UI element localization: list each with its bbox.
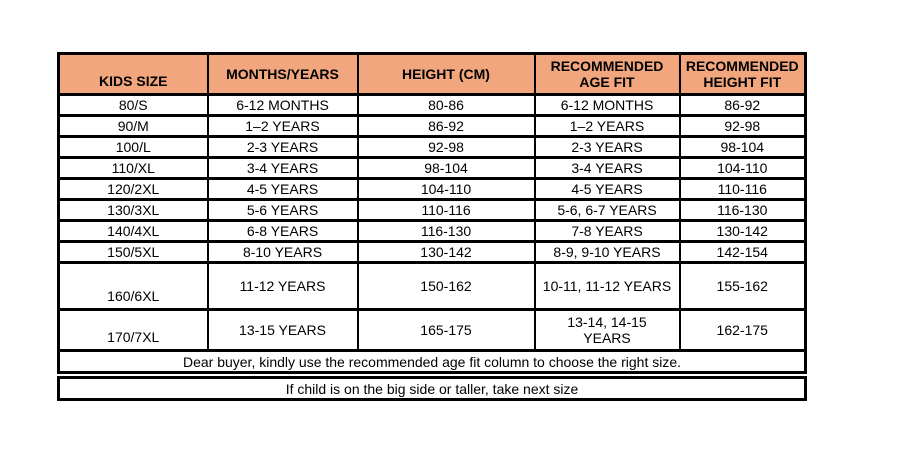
cell-kids-size-150-5xl: 150/5XL — [57, 240, 209, 264]
note-row-1: Dear buyer, kindly use the recommended a… — [57, 349, 807, 374]
cell-recommended-height-fit-80-s: 86-92 — [678, 93, 807, 117]
cell-recommended-age-fit-100-l: 2-3 YEARS — [533, 135, 681, 159]
header-cell-months-years: MONTHS/YEARS — [206, 52, 359, 96]
cell-kids-size-160-6xl: 160/6XL — [57, 261, 209, 311]
header-cell-height-cm: HEIGHT (CM) — [356, 52, 536, 96]
table-row-90-m: 90/M 1–2 YEARS 86-92 1–2 YEARS 92-98 — [57, 114, 807, 138]
kids-size-chart-table: KIDS SIZE MONTHS/YEARS HEIGHT (CM) RECOMMEN… — [57, 52, 807, 401]
cell-recommended-age-fit-160-6xl: 10-11, 11-12 YEARS — [533, 261, 681, 311]
note-row-2: If child is on the big side or taller, t… — [57, 376, 807, 401]
cell-recommended-age-fit-130-3xl: 5-6, 6-7 YEARS — [533, 198, 681, 222]
cell-recommended-age-fit-170-7xl: 13-14, 14-15 YEARS — [533, 308, 681, 352]
cell-recommended-age-fit-150-5xl: 8-9, 9-10 YEARS — [533, 240, 681, 264]
cell-recommended-height-fit-110-xl: 104-110 — [678, 156, 807, 180]
cell-height-cm-160-6xl: 150-162 — [356, 261, 536, 311]
cell-kids-size-90-m: 90/M — [57, 114, 209, 138]
cell-recommended-height-fit-160-6xl: 155-162 — [678, 261, 807, 311]
cell-recommended-height-fit-90-m: 92-98 — [678, 114, 807, 138]
cell-months-years-90-m: 1–2 YEARS — [206, 114, 359, 138]
header-row: KIDS SIZE MONTHS/YEARS HEIGHT (CM) RECOMMEN… — [57, 52, 807, 96]
cell-months-years-130-3xl: 5-6 YEARS — [206, 198, 359, 222]
cell-months-years-80-s: 6-12 MONTHS — [206, 93, 359, 117]
cell-months-years-160-6xl: 11-12 YEARS — [206, 261, 359, 311]
table-row-150-5xl: 150/5XL 8-10 YEARS 130-142 8-9, 9-10 YEARS 1… — [57, 240, 807, 264]
cell-height-cm-100-l: 92-98 — [356, 135, 536, 159]
cell-recommended-height-fit-140-4xl: 130-142 — [678, 219, 807, 243]
cell-recommended-height-fit-120-2xl: 110-116 — [678, 177, 807, 201]
cell-months-years-120-2xl: 4-5 YEARS — [206, 177, 359, 201]
table-body: 80/S 6-12 MONTHS 80-86 6-12 MONTHS 86-92 90/M… — [57, 93, 807, 401]
cell-kids-size-110-xl: 110/XL — [57, 156, 209, 180]
cell-height-cm-90-m: 86-92 — [356, 114, 536, 138]
table-row-140-4xl: 140/4XL 6-8 YEARS 116-130 7-8 YEARS 130-142 — [57, 219, 807, 243]
header-cell-recommended-age-fit: RECOMMENDED AGE FIT — [533, 52, 681, 96]
table-row-80-s: 80/S 6-12 MONTHS 80-86 6-12 MONTHS 86-92 — [57, 93, 807, 117]
cell-height-cm-130-3xl: 110-116 — [356, 198, 536, 222]
cell-recommended-age-fit-120-2xl: 4-5 YEARS — [533, 177, 681, 201]
cell-height-cm-80-s: 80-86 — [356, 93, 536, 117]
note-gap — [58, 372, 806, 378]
cell-months-years-140-4xl: 6-8 YEARS — [206, 219, 359, 243]
cell-kids-size-80-s: 80/S — [57, 93, 209, 117]
cell-months-years-100-l: 2-3 YEARS — [206, 135, 359, 159]
cell-months-years-150-5xl: 8-10 YEARS — [206, 240, 359, 264]
note-text-2: If child is on the big side or taller, t… — [57, 376, 807, 401]
cell-recommended-height-fit-170-7xl: 162-175 — [678, 308, 807, 352]
cell-recommended-age-fit-110-xl: 3-4 YEARS — [533, 156, 681, 180]
cell-months-years-110-xl: 3-4 YEARS — [206, 156, 359, 180]
table-row-100-l: 100/L 2-3 YEARS 92-98 2-3 YEARS 98-104 — [57, 135, 807, 159]
note-gap-cell — [58, 372, 806, 378]
note-text-1: Dear buyer, kindly use the recommended a… — [57, 349, 807, 374]
header-cell-recommended-height-fit: RECOMMENDED HEIGHT FIT — [678, 52, 807, 96]
header-cell-kids-size: KIDS SIZE — [57, 52, 209, 96]
cell-recommended-height-fit-100-l: 98-104 — [678, 135, 807, 159]
cell-kids-size-130-3xl: 130/3XL — [57, 198, 209, 222]
cell-recommended-age-fit-140-4xl: 7-8 YEARS — [533, 219, 681, 243]
cell-height-cm-170-7xl: 165-175 — [356, 308, 536, 352]
table-row-160-6xl: 160/6XL 11-12 YEARS 150-162 10-11, 11-12 YE… — [57, 261, 807, 311]
cell-height-cm-120-2xl: 104-110 — [356, 177, 536, 201]
cell-recommended-age-fit-90-m: 1–2 YEARS — [533, 114, 681, 138]
cell-kids-size-170-7xl: 170/7XL — [57, 308, 209, 352]
cell-recommended-age-fit-80-s: 6-12 MONTHS — [533, 93, 681, 117]
table-row-120-2xl: 120/2XL 4-5 YEARS 104-110 4-5 YEARS 110-116 — [57, 177, 807, 201]
cell-months-years-170-7xl: 13-15 YEARS — [206, 308, 359, 352]
table-header: KIDS SIZE MONTHS/YEARS HEIGHT (CM) RECOMMEN… — [57, 52, 807, 96]
cell-recommended-height-fit-150-5xl: 142-154 — [678, 240, 807, 264]
table-row-110-xl: 110/XL 3-4 YEARS 98-104 3-4 YEARS 104-110 — [57, 156, 807, 180]
cell-recommended-height-fit-130-3xl: 116-130 — [678, 198, 807, 222]
cell-height-cm-110-xl: 98-104 — [356, 156, 536, 180]
cell-kids-size-140-4xl: 140/4XL — [57, 219, 209, 243]
cell-height-cm-150-5xl: 130-142 — [356, 240, 536, 264]
cell-height-cm-140-4xl: 116-130 — [356, 219, 536, 243]
cell-kids-size-120-2xl: 120/2XL — [57, 177, 209, 201]
table-row-130-3xl: 130/3XL 5-6 YEARS 110-116 5-6, 6-7 YEARS 116… — [57, 198, 807, 222]
table-row-170-7xl: 170/7XL 13-15 YEARS 165-175 13-14, 14-15 YE… — [57, 308, 807, 352]
cell-kids-size-100-l: 100/L — [57, 135, 209, 159]
